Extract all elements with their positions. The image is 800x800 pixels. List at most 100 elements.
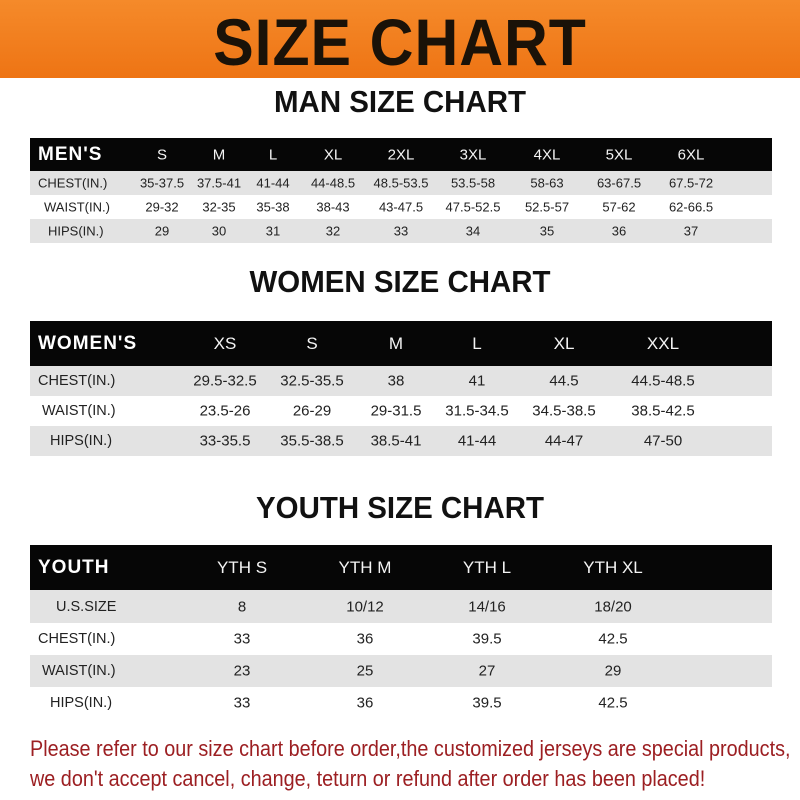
row-label: WAIST(IN.) <box>42 403 116 419</box>
row-label: WAIST(IN.) <box>44 199 110 215</box>
table-cell: 38.5-41 <box>370 432 422 450</box>
notice-line-2: we don't accept cancel, change, teturn o… <box>30 766 706 791</box>
table-row: HIPS(IN.) 33-35.5 35.5-38.5 38.5-41 41-44 44-… <box>30 426 772 456</box>
table-cell: 32-35 <box>202 199 236 215</box>
table-row: WAIST(IN.) 29-32 32-35 35-38 38-43 43-47.5 47.… <box>30 195 772 219</box>
header-label: MEN'S <box>38 143 103 165</box>
table-cell: 8 <box>237 598 247 615</box>
table-cell: 29.5-32.5 <box>193 372 257 390</box>
row-label: CHEST(IN.) <box>38 175 108 191</box>
table-cell: 32.5-35.5 <box>280 372 344 390</box>
size-column-header: S <box>156 146 168 163</box>
table-header-row: MEN'S S M L XL 2XL 3XL 4XL 5XL 6XL <box>30 138 772 171</box>
size-column-header: 5XL <box>605 146 633 163</box>
table-cell: 23.5-26 <box>199 402 251 420</box>
table-cell: 36 <box>611 223 627 239</box>
size-column-header: YTH S <box>216 557 268 577</box>
header-label: WOMEN'S <box>38 332 138 354</box>
table-header-row: YOUTH YTH S YTH M YTH L YTH XL <box>30 545 772 590</box>
table-cell: 33 <box>233 630 251 648</box>
size-chart-banner: SIZE CHART <box>0 0 800 79</box>
table-cell: 37.5-41 <box>196 175 242 191</box>
table-cell: 35-38 <box>256 199 290 215</box>
table-cell: 18/20 <box>594 598 632 615</box>
table-row: HIPS(IN.) 29 30 31 32 33 34 35 36 37 <box>30 219 772 243</box>
header-label: YOUTH <box>38 556 110 578</box>
table-cell: 23 <box>233 662 251 680</box>
table-cell: 14/16 <box>468 598 506 615</box>
table-cell: 41-44 <box>256 175 290 191</box>
row-label: HIPS(IN.) <box>50 433 113 449</box>
table-cell: 43-47.5 <box>378 199 424 215</box>
table-cell: 42.5 <box>598 694 628 712</box>
table-cell: 35-37.5 <box>139 175 185 191</box>
men-section-title: MAN SIZE CHART <box>274 84 526 119</box>
table-cell: 37 <box>683 223 699 239</box>
table-cell: 36 <box>356 694 374 712</box>
table-cell: 33 <box>233 694 251 712</box>
table-cell: 29-31.5 <box>370 402 422 420</box>
size-column-header: M <box>212 146 226 163</box>
size-column-header: XL <box>323 146 343 163</box>
size-column-header: XL <box>553 333 575 353</box>
size-column-header: S <box>306 333 318 353</box>
banner-title: SIZE CHART <box>213 5 587 79</box>
women-section-title: WOMEN SIZE CHART <box>249 264 551 299</box>
table-cell: 38 <box>387 372 405 390</box>
table-cell: 29 <box>604 662 622 680</box>
table-cell: 63-67.5 <box>596 175 642 191</box>
table-header-row: WOMEN'S XS S M L XL XXL <box>30 321 772 366</box>
table-cell: 57-62 <box>602 199 636 215</box>
table-cell: 31.5-34.5 <box>445 402 509 420</box>
table-cell: 30 <box>211 223 227 239</box>
size-column-header: 3XL <box>459 146 487 163</box>
table-cell: 41-44 <box>457 432 497 450</box>
table-row: CHEST(IN.) 35-37.5 37.5-41 41-44 44-48.5 48.5… <box>30 171 772 195</box>
table-cell: 27 <box>478 662 496 680</box>
size-column-header: L <box>472 333 482 353</box>
row-label: HIPS(IN.) <box>48 223 104 239</box>
table-row: WAIST(IN.) 23.5-26 26-29 29-31.5 31.5-34.5 34… <box>30 396 772 426</box>
size-column-header: XS <box>213 333 237 353</box>
order-notice: Please refer to our size chart before or… <box>30 734 790 794</box>
women-size-table: WOMEN'S XS S M L XL XXL CHEST(IN.) 29.5-32.5 32.5… <box>30 321 772 456</box>
table-cell: 38.5-42.5 <box>631 402 695 420</box>
table-cell: 47-50 <box>643 432 683 450</box>
table-cell: 38-43 <box>316 199 350 215</box>
table-cell: 32 <box>325 223 341 239</box>
table-row: CHEST(IN.) 33 36 39.5 42.5 <box>30 623 772 655</box>
table-cell: 10/12 <box>346 598 384 615</box>
table-cell: 29 <box>154 223 170 239</box>
table-cell: 42.5 <box>598 630 628 648</box>
table-cell: 34 <box>465 223 481 239</box>
table-cell: 47.5-52.5 <box>445 199 501 215</box>
size-column-header: XXL <box>646 333 680 353</box>
table-row: CHEST(IN.) 29.5-32.5 32.5-35.5 38 41 44.5 44.5… <box>30 366 772 396</box>
size-column-header: 2XL <box>387 146 415 163</box>
table-cell: 26-29 <box>292 402 332 420</box>
table-cell: 67.5-72 <box>668 175 714 191</box>
table-cell: 62-66.5 <box>668 199 714 215</box>
table-cell: 36 <box>356 630 374 648</box>
table-cell: 33 <box>393 223 409 239</box>
table-row: WAIST(IN.) 23 25 27 29 <box>30 655 772 687</box>
table-cell: 25 <box>356 662 374 680</box>
row-label: WAIST(IN.) <box>42 663 116 679</box>
table-cell: 44-47 <box>544 432 584 450</box>
table-cell: 58-63 <box>530 175 564 191</box>
table-cell: 35.5-38.5 <box>280 432 344 450</box>
row-label: CHEST(IN.) <box>38 373 116 389</box>
row-label: CHEST(IN.) <box>38 631 116 647</box>
table-cell: 44.5-48.5 <box>631 372 695 390</box>
youth-size-table: YOUTH YTH S YTH M YTH L YTH XL U.S.SIZE 8 10/12… <box>30 545 772 719</box>
table-cell: 31 <box>265 223 281 239</box>
men-size-table: MEN'S S M L XL 2XL 3XL 4XL 5XL 6XL CHEST(IN.) 35-37… <box>30 138 772 243</box>
table-cell: 44-48.5 <box>310 175 356 191</box>
size-column-header: 4XL <box>533 146 561 163</box>
table-cell: 35 <box>539 223 555 239</box>
table-cell: 48.5-53.5 <box>373 175 429 191</box>
table-row: U.S.SIZE 8 10/12 14/16 18/20 <box>30 590 772 623</box>
table-cell: 44.5 <box>549 372 579 390</box>
table-row: HIPS(IN.) 33 36 39.5 42.5 <box>30 687 772 719</box>
table-cell: 34.5-38.5 <box>532 402 596 420</box>
